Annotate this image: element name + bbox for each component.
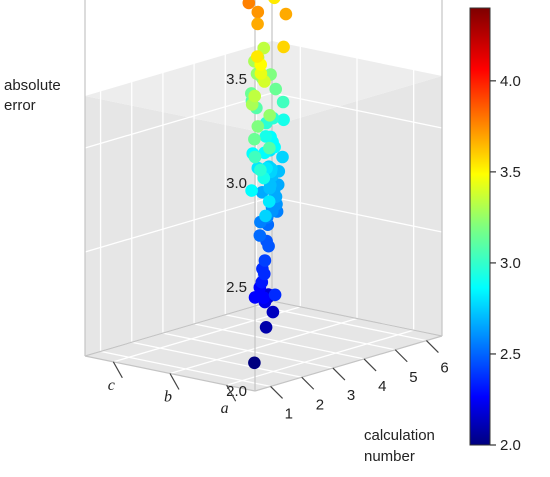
colorbar-tick-label: 4.0 <box>500 73 521 90</box>
grid-line <box>226 329 414 386</box>
y-tick-mark <box>363 358 377 372</box>
data-point <box>268 0 281 5</box>
data-point <box>248 132 261 146</box>
colorbar-tick-label: 2.5 <box>500 346 521 363</box>
y-tick-label: 4 <box>378 378 386 395</box>
y-tick-mark <box>332 367 346 381</box>
data-point <box>269 82 283 96</box>
data-point <box>251 17 264 31</box>
data-point <box>259 130 273 143</box>
x-tick-mark <box>226 384 237 402</box>
data-point <box>254 163 267 177</box>
data-point <box>248 150 262 164</box>
y-tick-label: 2 <box>316 396 324 413</box>
y-tick-mark <box>394 349 408 363</box>
data-point <box>251 120 265 133</box>
z-tick-label: 2.0 <box>226 383 247 400</box>
x-tick-label: b <box>164 389 172 406</box>
data-point <box>263 181 277 195</box>
data-point <box>254 67 268 80</box>
data-point <box>259 209 272 223</box>
axis-ticks: 2.02.53.03.54.0abc123456 <box>108 71 449 422</box>
x-tick-label: a <box>221 400 229 417</box>
data-point <box>277 40 290 54</box>
y-axis-label-line2: number <box>364 448 415 465</box>
data-point <box>262 239 275 253</box>
data-point <box>245 184 258 197</box>
data-point <box>276 150 289 164</box>
y-tick-label: 6 <box>440 360 448 377</box>
data-point <box>258 254 272 267</box>
data-point <box>263 109 277 122</box>
data-point <box>266 305 280 319</box>
data-point <box>258 267 271 281</box>
colorbar-tick-label: 2.0 <box>500 437 521 454</box>
colorbar-tick-label: 3.5 <box>500 164 521 181</box>
left-back-wall <box>85 96 255 391</box>
colorbar <box>469 7 491 446</box>
y-tick-label: 3 <box>347 387 355 404</box>
grid-line <box>162 332 334 369</box>
grid-line <box>225 314 396 351</box>
x-tick-mark <box>112 361 123 379</box>
z-axis-label-line2: error <box>4 97 36 114</box>
z-tick-label: 3.0 <box>226 175 247 192</box>
grid-line <box>100 350 271 388</box>
data-points <box>242 0 293 370</box>
grid-line <box>169 317 358 375</box>
y-tick-mark <box>301 376 315 390</box>
frame-edge <box>254 335 443 392</box>
y-tick-mark <box>270 385 284 399</box>
data-point <box>248 356 261 370</box>
grid-line <box>84 92 273 149</box>
grid-line <box>256 304 427 342</box>
data-point <box>257 291 271 305</box>
data-point <box>279 7 293 21</box>
z-tick-label: 2.5 <box>226 279 247 296</box>
data-point <box>259 321 273 334</box>
frame-edge <box>84 300 273 357</box>
data-point <box>262 195 276 208</box>
grid-line <box>84 0 237 45</box>
grid-line <box>193 323 365 360</box>
data-point <box>242 0 256 10</box>
z-tick-label: 3.5 <box>226 71 247 88</box>
data-point <box>248 89 261 103</box>
grid-line <box>84 196 273 253</box>
y-axis-label-line1: calculation <box>364 427 435 444</box>
data-point <box>250 50 264 63</box>
data-point <box>253 229 267 242</box>
grid-line <box>131 341 302 378</box>
y-tick-label: 5 <box>409 369 417 386</box>
x-tick-label: c <box>108 377 115 394</box>
data-point <box>251 5 265 19</box>
colorbar-ticks: 2.0 2.5 3.0 3.5 4.0 <box>490 73 521 454</box>
colorbar-tick-label: 3.0 <box>500 255 521 272</box>
data-point <box>257 41 271 55</box>
x-tick-mark <box>169 373 180 390</box>
y-tick-label: 1 <box>285 405 293 422</box>
data-point <box>276 95 290 109</box>
y-tick-mark <box>425 340 439 354</box>
data-point <box>248 291 262 304</box>
z-axis-label-line1: absolute <box>4 77 61 94</box>
frame-edge <box>271 300 443 337</box>
data-point <box>268 288 282 302</box>
data-point <box>263 141 276 155</box>
data-point <box>277 113 290 127</box>
